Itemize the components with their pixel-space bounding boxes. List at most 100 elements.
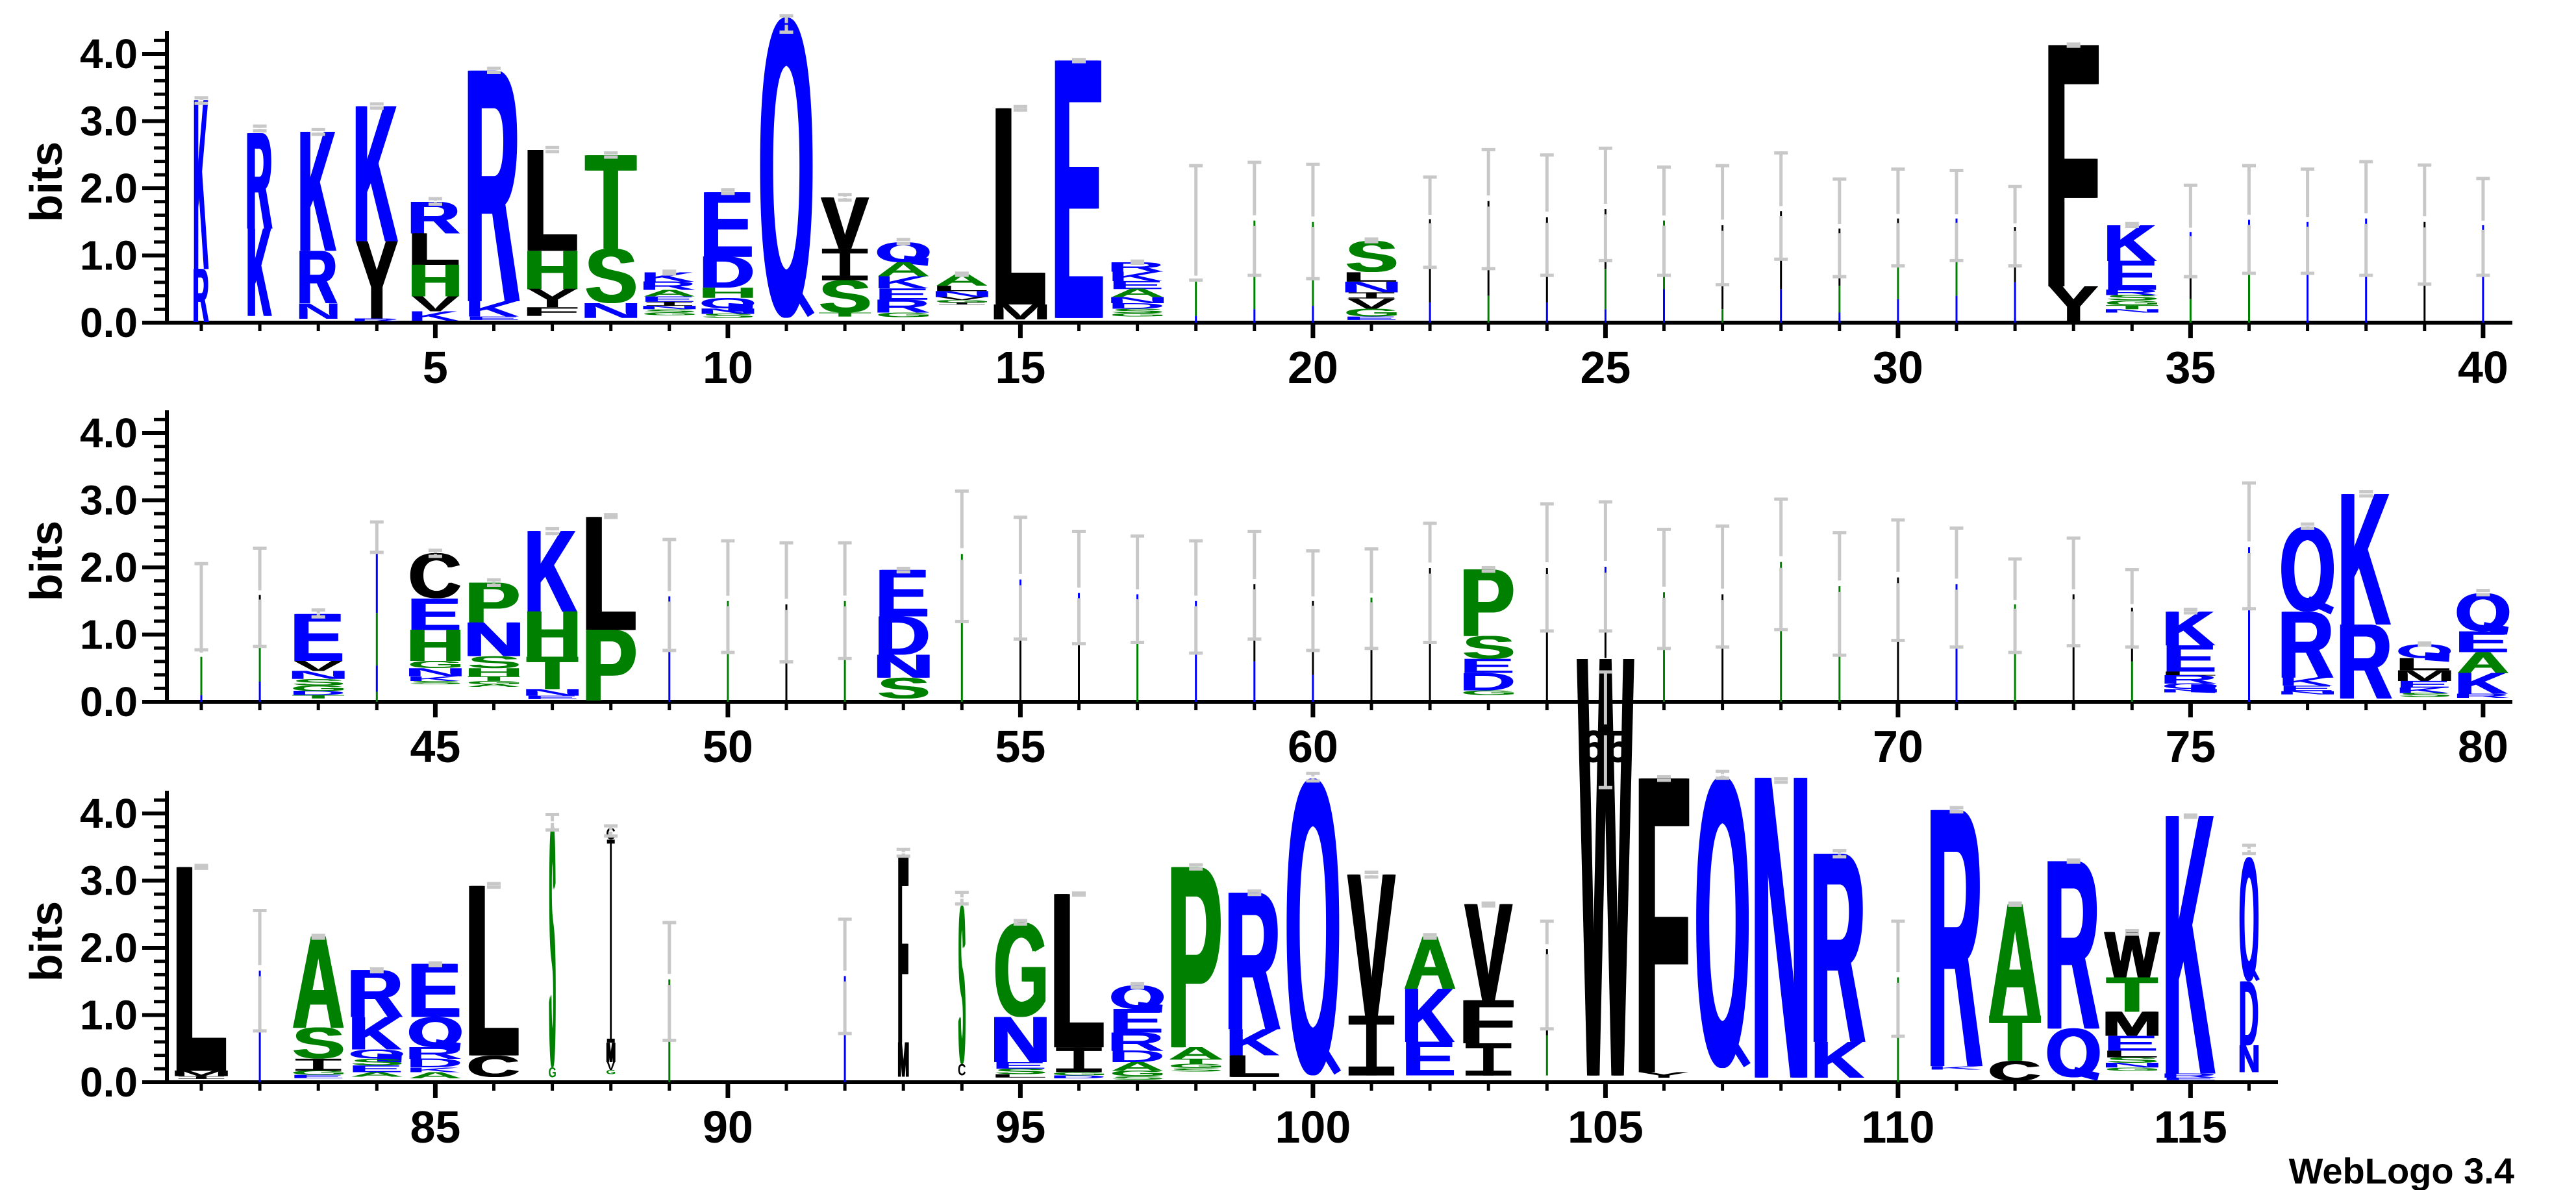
svg-text:E: E [2162,637,2216,680]
svg-text:40: 40 [2458,342,2508,393]
svg-text:L: L [1226,1049,1282,1084]
svg-text:S: S [550,754,556,1137]
svg-text:90: 90 [703,1102,753,1152]
svg-text:2.0: 2.0 [80,544,138,591]
svg-text:L: L [464,832,520,1108]
svg-text:M: M [2103,1004,2163,1044]
svg-text:R: R [1106,1026,1165,1056]
svg-text:R: R [2277,591,2332,699]
svg-text:M: M [2102,1004,2162,1044]
svg-text:H: H [408,254,463,306]
svg-text:N: N [579,299,643,323]
svg-text:P: P [581,608,636,723]
svg-text:95: 95 [995,1102,1045,1152]
svg-text:P: P [583,608,638,723]
svg-text:N: N [2238,1037,2260,1081]
svg-text:R: R [407,192,460,243]
svg-text:L: L [173,804,229,1134]
svg-text:Y: Y [2047,277,2096,332]
svg-text:S: S [2105,293,2160,302]
svg-text:G: G [407,659,465,671]
svg-text:D: D [699,247,755,297]
svg-text:K: K [2456,667,2508,700]
svg-text:S: S [877,672,929,705]
svg-text:2.0: 2.0 [80,924,138,971]
svg-text:F: F [897,797,908,1100]
svg-text:E: E [2161,1076,2218,1081]
svg-text:L: L [524,118,580,282]
svg-text:A: A [466,684,521,688]
svg-text:A: A [2457,646,2509,680]
svg-text:N: N [1751,684,1812,1171]
svg-text:K: K [194,47,208,321]
svg-text:S: S [2105,1056,2160,1064]
svg-text:4.0: 4.0 [80,790,138,837]
svg-text:E: E [2395,679,2452,690]
svg-text:L: L [1340,269,1399,284]
svg-text:E: E [2454,625,2508,658]
svg-text:A: A [408,1071,462,1080]
svg-text:N: N [2239,1037,2261,1081]
svg-text:R: R [2159,1072,2218,1079]
svg-text:S: S [818,271,870,322]
svg-text:S: S [291,677,346,688]
svg-text:105: 105 [1568,1102,1644,1152]
svg-text:R: R [297,234,337,320]
svg-text:V: V [606,1060,616,1072]
svg-text:K: K [350,1007,403,1059]
svg-text:L: L [408,224,460,275]
svg-text:5: 5 [423,342,448,393]
svg-text:E: E [640,295,697,304]
svg-text:R: R [2335,601,2391,722]
svg-text:H: H [463,665,525,678]
svg-text:T: T [1991,1001,2042,1074]
svg-text:A: A [291,908,343,1056]
svg-text:F: F [2042,0,2100,361]
svg-text:G: G [934,299,992,304]
svg-text:70: 70 [1873,721,1923,772]
svg-text:D: D [1107,301,1166,310]
svg-text:G: G [606,1069,616,1076]
svg-text:E: E [1459,654,1516,677]
svg-text:E: E [2278,684,2335,693]
svg-text:S: S [584,234,636,319]
svg-text:S: S [1110,1075,1166,1080]
svg-text:T: T [2105,304,2159,310]
svg-text:T: T [467,675,521,683]
svg-text:110: 110 [1861,1102,1934,1152]
svg-text:55: 55 [995,721,1045,772]
svg-text:R: R [192,253,208,339]
svg-text:K: K [248,203,272,343]
svg-text:E: E [874,285,931,304]
svg-text:25: 25 [1580,342,1631,393]
svg-text:K: K [2161,735,2214,1153]
svg-text:N: N [463,612,524,667]
svg-text:M: M [897,1032,909,1087]
svg-text:K: K [2339,453,2392,665]
svg-text:C: C [1988,1055,2041,1087]
svg-text:bits: bits [21,521,71,601]
svg-text:M: M [898,1032,910,1087]
svg-text:A: A [294,908,345,1056]
svg-text:L: L [2159,671,2218,677]
svg-text:K: K [2395,686,2450,695]
svg-text:L: L [580,482,636,665]
svg-text:L: L [1225,1049,1281,1084]
svg-text:R: R [406,192,458,243]
svg-text:E: E [1109,1002,1163,1040]
svg-text:T: T [525,647,577,699]
svg-text:C: C [408,541,461,612]
svg-text:N: N [295,298,342,323]
svg-text:C: C [468,1049,521,1083]
svg-text:0.0: 0.0 [80,1059,138,1106]
svg-text:M: M [606,1037,616,1069]
svg-text:R: R [2042,808,2098,1080]
svg-text:H: H [406,621,464,671]
svg-text:K: K [347,1007,400,1059]
svg-text:K: K [353,64,397,283]
svg-text:35: 35 [2165,342,2216,393]
svg-text:N: N [1105,295,1169,305]
svg-text:A: A [876,258,931,281]
svg-text:K: K [1810,1031,1862,1089]
svg-text:K: K [1225,1021,1277,1064]
